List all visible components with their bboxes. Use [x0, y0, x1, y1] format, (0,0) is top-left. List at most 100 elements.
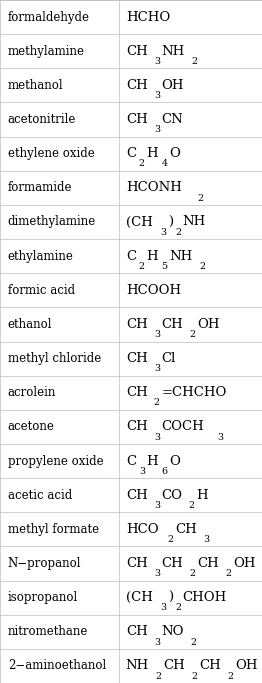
Text: HCO: HCO: [126, 522, 159, 536]
Text: 2: 2: [154, 398, 160, 408]
Text: 2: 2: [190, 569, 196, 579]
Text: methyl chloride: methyl chloride: [8, 352, 101, 365]
Text: 3: 3: [154, 501, 160, 510]
Text: 3: 3: [160, 603, 167, 613]
Text: 2: 2: [199, 262, 205, 271]
Text: 3: 3: [154, 330, 160, 339]
Text: 6: 6: [162, 466, 168, 476]
Text: CHOH: CHOH: [183, 591, 227, 604]
Text: ethylamine: ethylamine: [8, 249, 74, 263]
Text: HCONH: HCONH: [126, 181, 182, 195]
Text: CH: CH: [126, 318, 148, 331]
Text: CH: CH: [199, 659, 221, 673]
Text: 3: 3: [154, 432, 160, 442]
Text: 3: 3: [154, 364, 160, 374]
Text: 2: 2: [190, 330, 196, 339]
Text: NH: NH: [170, 249, 193, 263]
Text: ): ): [168, 591, 173, 604]
Text: acetic acid: acetic acid: [8, 488, 72, 502]
Text: 3: 3: [154, 569, 160, 579]
Text: OH: OH: [162, 79, 184, 92]
Text: CH: CH: [162, 557, 183, 570]
Text: CH: CH: [126, 352, 148, 365]
Text: Cl: Cl: [162, 352, 176, 365]
Text: CH: CH: [162, 318, 183, 331]
Text: 4: 4: [162, 159, 168, 169]
Text: H: H: [196, 488, 208, 502]
Text: CO: CO: [162, 488, 183, 502]
Text: HCHO: HCHO: [126, 10, 170, 24]
Text: (CH: (CH: [126, 591, 153, 604]
Text: methylamine: methylamine: [8, 44, 85, 58]
Text: 3: 3: [160, 227, 167, 237]
Text: 5: 5: [162, 262, 168, 271]
Text: 2: 2: [192, 671, 198, 681]
Text: acrolein: acrolein: [8, 386, 56, 400]
Text: 2: 2: [191, 637, 197, 647]
Text: CH: CH: [176, 522, 197, 536]
Text: acetonitrile: acetonitrile: [8, 113, 76, 126]
Text: 3: 3: [217, 432, 223, 442]
Text: CH: CH: [126, 113, 148, 126]
Text: CH: CH: [126, 557, 148, 570]
Text: N−propanol: N−propanol: [8, 557, 81, 570]
Text: O: O: [169, 147, 180, 161]
Text: =CHCHO: =CHCHO: [162, 386, 227, 400]
Text: acetone: acetone: [8, 420, 55, 434]
Text: H: H: [147, 454, 158, 468]
Text: 2: 2: [168, 535, 174, 544]
Text: isopropanol: isopropanol: [8, 591, 78, 604]
Text: formamide: formamide: [8, 181, 72, 195]
Text: 2−aminoethanol: 2−aminoethanol: [8, 659, 106, 673]
Text: OH: OH: [198, 318, 220, 331]
Text: CH: CH: [163, 659, 185, 673]
Text: NH: NH: [126, 659, 149, 673]
Text: 3: 3: [154, 637, 160, 647]
Text: ethanol: ethanol: [8, 318, 52, 331]
Text: dimethylamine: dimethylamine: [8, 215, 96, 229]
Text: formaldehyde: formaldehyde: [8, 10, 90, 24]
Text: 2: 2: [198, 193, 204, 203]
Text: 2: 2: [192, 57, 198, 66]
Text: CH: CH: [126, 386, 148, 400]
Text: 3: 3: [204, 535, 210, 544]
Text: 2: 2: [226, 569, 232, 579]
Text: CH: CH: [198, 557, 219, 570]
Text: NH: NH: [162, 44, 185, 58]
Text: 3: 3: [154, 125, 160, 135]
Text: 2: 2: [189, 501, 195, 510]
Text: OH: OH: [235, 659, 258, 673]
Text: HCOOH: HCOOH: [126, 283, 181, 297]
Text: CH: CH: [126, 625, 148, 639]
Text: methanol: methanol: [8, 79, 63, 92]
Text: CH: CH: [126, 79, 148, 92]
Text: 2: 2: [156, 671, 162, 681]
Text: 3: 3: [154, 91, 160, 100]
Text: 2: 2: [139, 262, 145, 271]
Text: C: C: [126, 249, 136, 263]
Text: H: H: [146, 249, 158, 263]
Text: (CH: (CH: [126, 215, 153, 229]
Text: CH: CH: [126, 420, 148, 434]
Text: methyl formate: methyl formate: [8, 522, 99, 536]
Text: 2: 2: [175, 603, 181, 613]
Text: H: H: [146, 147, 158, 161]
Text: CN: CN: [162, 113, 183, 126]
Text: CH: CH: [126, 488, 148, 502]
Text: nitromethane: nitromethane: [8, 625, 88, 639]
Text: propylene oxide: propylene oxide: [8, 454, 103, 468]
Text: O: O: [170, 454, 181, 468]
Text: NH: NH: [183, 215, 206, 229]
Text: ): ): [168, 215, 173, 229]
Text: C: C: [126, 147, 136, 161]
Text: CH: CH: [126, 44, 148, 58]
Text: 3: 3: [139, 466, 145, 476]
Text: 2: 2: [139, 159, 145, 169]
Text: formic acid: formic acid: [8, 283, 75, 297]
Text: ethylene oxide: ethylene oxide: [8, 147, 95, 161]
Text: 2: 2: [227, 671, 233, 681]
Text: 3: 3: [154, 57, 160, 66]
Text: C: C: [126, 454, 136, 468]
Text: 2: 2: [175, 227, 181, 237]
Text: OH: OH: [233, 557, 256, 570]
